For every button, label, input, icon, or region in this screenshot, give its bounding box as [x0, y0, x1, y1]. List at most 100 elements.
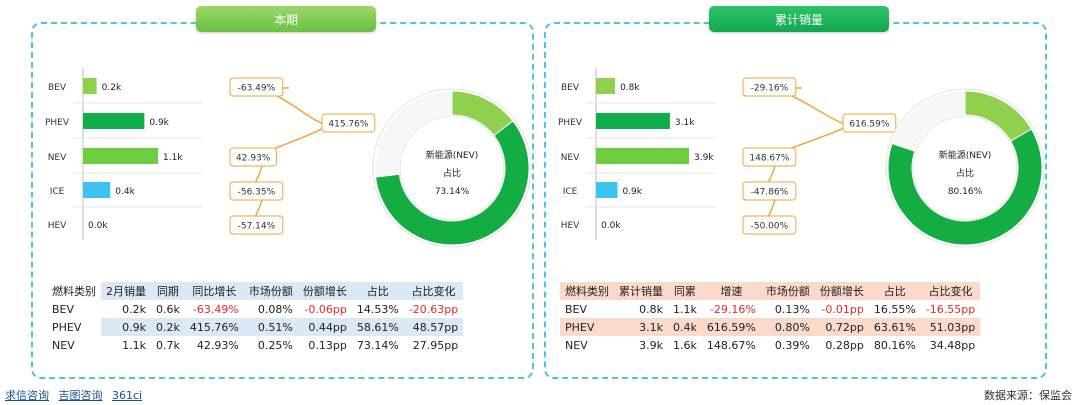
table-row: BEV 0.8k 1.1k -29.16% 0.13% -0.01pp 16.55% -16.… [560, 300, 980, 318]
table-cell: 0.13% [774, 302, 810, 316]
table-cell: 0.4k [668, 318, 702, 336]
growth-label: 616.59% [849, 120, 889, 130]
footer-link[interactable]: 吉图咨询 [58, 389, 103, 402]
table-cell: 0.08% [257, 302, 293, 316]
category-tick-label: NEV [561, 153, 580, 163]
column-header: 市场份额 [243, 282, 298, 300]
column-header: 占比变化 [403, 282, 464, 300]
table-cell: 16.55% [873, 302, 916, 316]
panel-title: 本期 [196, 6, 376, 32]
panel-cumulative: 累计销量 BEV 0.8k PHEV 3.1k NEV 3.9k ICE 0.9k HEV 0.0… [544, 6, 1047, 379]
growth-label-box [742, 77, 797, 97]
bar-value-label: 0.4k [115, 187, 135, 197]
footer-links: 求信咨询 吉图咨询 361ci [5, 387, 148, 403]
table-cell: 0.6k [156, 302, 180, 316]
footer-link[interactable]: 求信咨询 [5, 389, 49, 402]
table-row: PHEV 3.1k 0.4k 616.59% 0.80% 0.72pp 63.61% 51.0… [560, 318, 981, 336]
table-header-row: 燃料类别 2月销量 同期 同比增长 市场份额 份额增长 占比 占比变化 [47, 282, 464, 300]
table-cell: 1.1k [673, 302, 697, 316]
growth-label-box [321, 113, 376, 133]
table-cell: 58.61% [351, 318, 404, 336]
bar-ice [596, 182, 618, 198]
table-cell: 0.2k [122, 302, 146, 316]
column-header: 燃料类别 [52, 285, 96, 298]
donut-center-label: 占比 [443, 167, 461, 179]
growth-label: -56.35% [238, 188, 276, 198]
table-cell: BEV [52, 302, 75, 316]
category-tick-label: PHEV [558, 118, 583, 128]
table-cell: 51.03pp [920, 318, 981, 336]
growth-label: -47.86% [751, 188, 789, 198]
table-cell: -0.01pp [821, 302, 864, 316]
table-cell: 0.7k [156, 338, 180, 352]
donut-center-label: 新能源(NEV) [426, 149, 479, 161]
table-cell: BEV [565, 302, 588, 316]
table-cell: 0.8k [639, 302, 663, 316]
column-header: 同累 [668, 282, 702, 300]
table-cell: 34.48pp [929, 338, 976, 352]
footer-link[interactable]: 361ci [112, 389, 143, 402]
column-header: 占比变化 [920, 282, 981, 300]
table-cell: -0.06pp [304, 302, 347, 316]
table-cell: 148.67% [706, 338, 756, 352]
growth-label: 42.93% [236, 154, 271, 164]
column-header: 份额增长 [297, 282, 352, 300]
growth-label-box [742, 215, 797, 235]
category-tick-label: HEV [48, 221, 67, 231]
donut-slice-phev [887, 128, 1043, 246]
bar-value-label: 1.1k [163, 153, 183, 163]
table-header-row: 燃料类别 累计销量 同累 增速 市场份额 份额增长 占比 占比变化 [560, 282, 981, 300]
category-tick-label: NEV [48, 153, 67, 163]
bar-ice [83, 182, 111, 198]
bar-value-label: 0.9k [622, 187, 642, 197]
table-cell: 14.53% [356, 302, 399, 316]
column-header: 同期 [151, 282, 185, 300]
donut-center-label: 占比 [956, 167, 974, 179]
donut-slice-other [891, 90, 966, 152]
column-header: 累计销量 [614, 282, 668, 300]
category-tick-label: BEV [48, 83, 67, 93]
table-cell: 0.44pp [297, 318, 352, 336]
table-row: PHEV 0.9k 0.2k 415.76% 0.51% 0.44pp 58.61% 48.5… [47, 318, 464, 336]
bar-value-label: 0.0k [88, 221, 108, 231]
category-tick-label: ICE [563, 187, 578, 197]
table-cell: 415.76% [184, 318, 244, 336]
growth-label: 148.67% [749, 154, 789, 164]
table-cell: 3.1k [614, 318, 668, 336]
bar-value-label: 0.8k [620, 83, 640, 93]
table-cell: 27.95pp [412, 338, 459, 352]
category-tick-label: PHEV [45, 118, 70, 128]
table-cell: -20.63pp [408, 302, 459, 316]
table-row: NEV 3.9k 1.6k 148.67% 0.39% 0.28pp 80.16% 34.48… [560, 336, 980, 354]
table-cell: PHEV [52, 320, 82, 334]
donut-center-label: 73.14% [435, 187, 470, 197]
growth-label: -29.16% [751, 84, 789, 94]
growth-label-box [742, 147, 797, 167]
table-cell: 0.13pp [308, 338, 347, 352]
column-header: 燃料类别 [560, 282, 614, 300]
table-cell: 73.14% [356, 338, 399, 352]
bar-value-label: 0.9k [149, 118, 169, 128]
category-tick-label: BEV [561, 83, 580, 93]
column-header: 占比 [351, 282, 404, 300]
chart-cumulative: BEV 0.8k PHEV 3.1k NEV 3.9k ICE 0.9k HEV 0.0k -29.… [558, 68, 1045, 248]
table-row: NEV 1.1k 0.7k 42.93% 0.25% 0.13pp 73.14% 27.95p… [47, 336, 463, 354]
table-cell: 0.51% [243, 318, 298, 336]
table-cell: 0.9k [101, 318, 151, 336]
growth-label-box [229, 77, 284, 97]
column-header: 占比 [868, 282, 921, 300]
table-cell: 0.25% [257, 338, 293, 352]
category-tick-label: ICE [50, 187, 65, 197]
table-cell: 0.80% [760, 318, 815, 336]
data-table-cumulative: 燃料类别 累计销量 同累 增速 市场份额 份额增长 占比 占比变化 BEV 0.8k 1.1k -29… [560, 282, 981, 354]
column-header: 市场份额 [760, 282, 815, 300]
donut-hole [399, 115, 505, 221]
table-cell: PHEV [560, 318, 614, 336]
bar-value-label: 0.2k [102, 83, 122, 93]
table-cell: 1.6k [673, 338, 697, 352]
bar-value-label: 3.1k [675, 118, 695, 128]
bar-bev [83, 78, 97, 94]
table-cell: -29.16% [709, 302, 756, 316]
donut-outline [372, 88, 532, 248]
growth-label-box [842, 113, 897, 133]
